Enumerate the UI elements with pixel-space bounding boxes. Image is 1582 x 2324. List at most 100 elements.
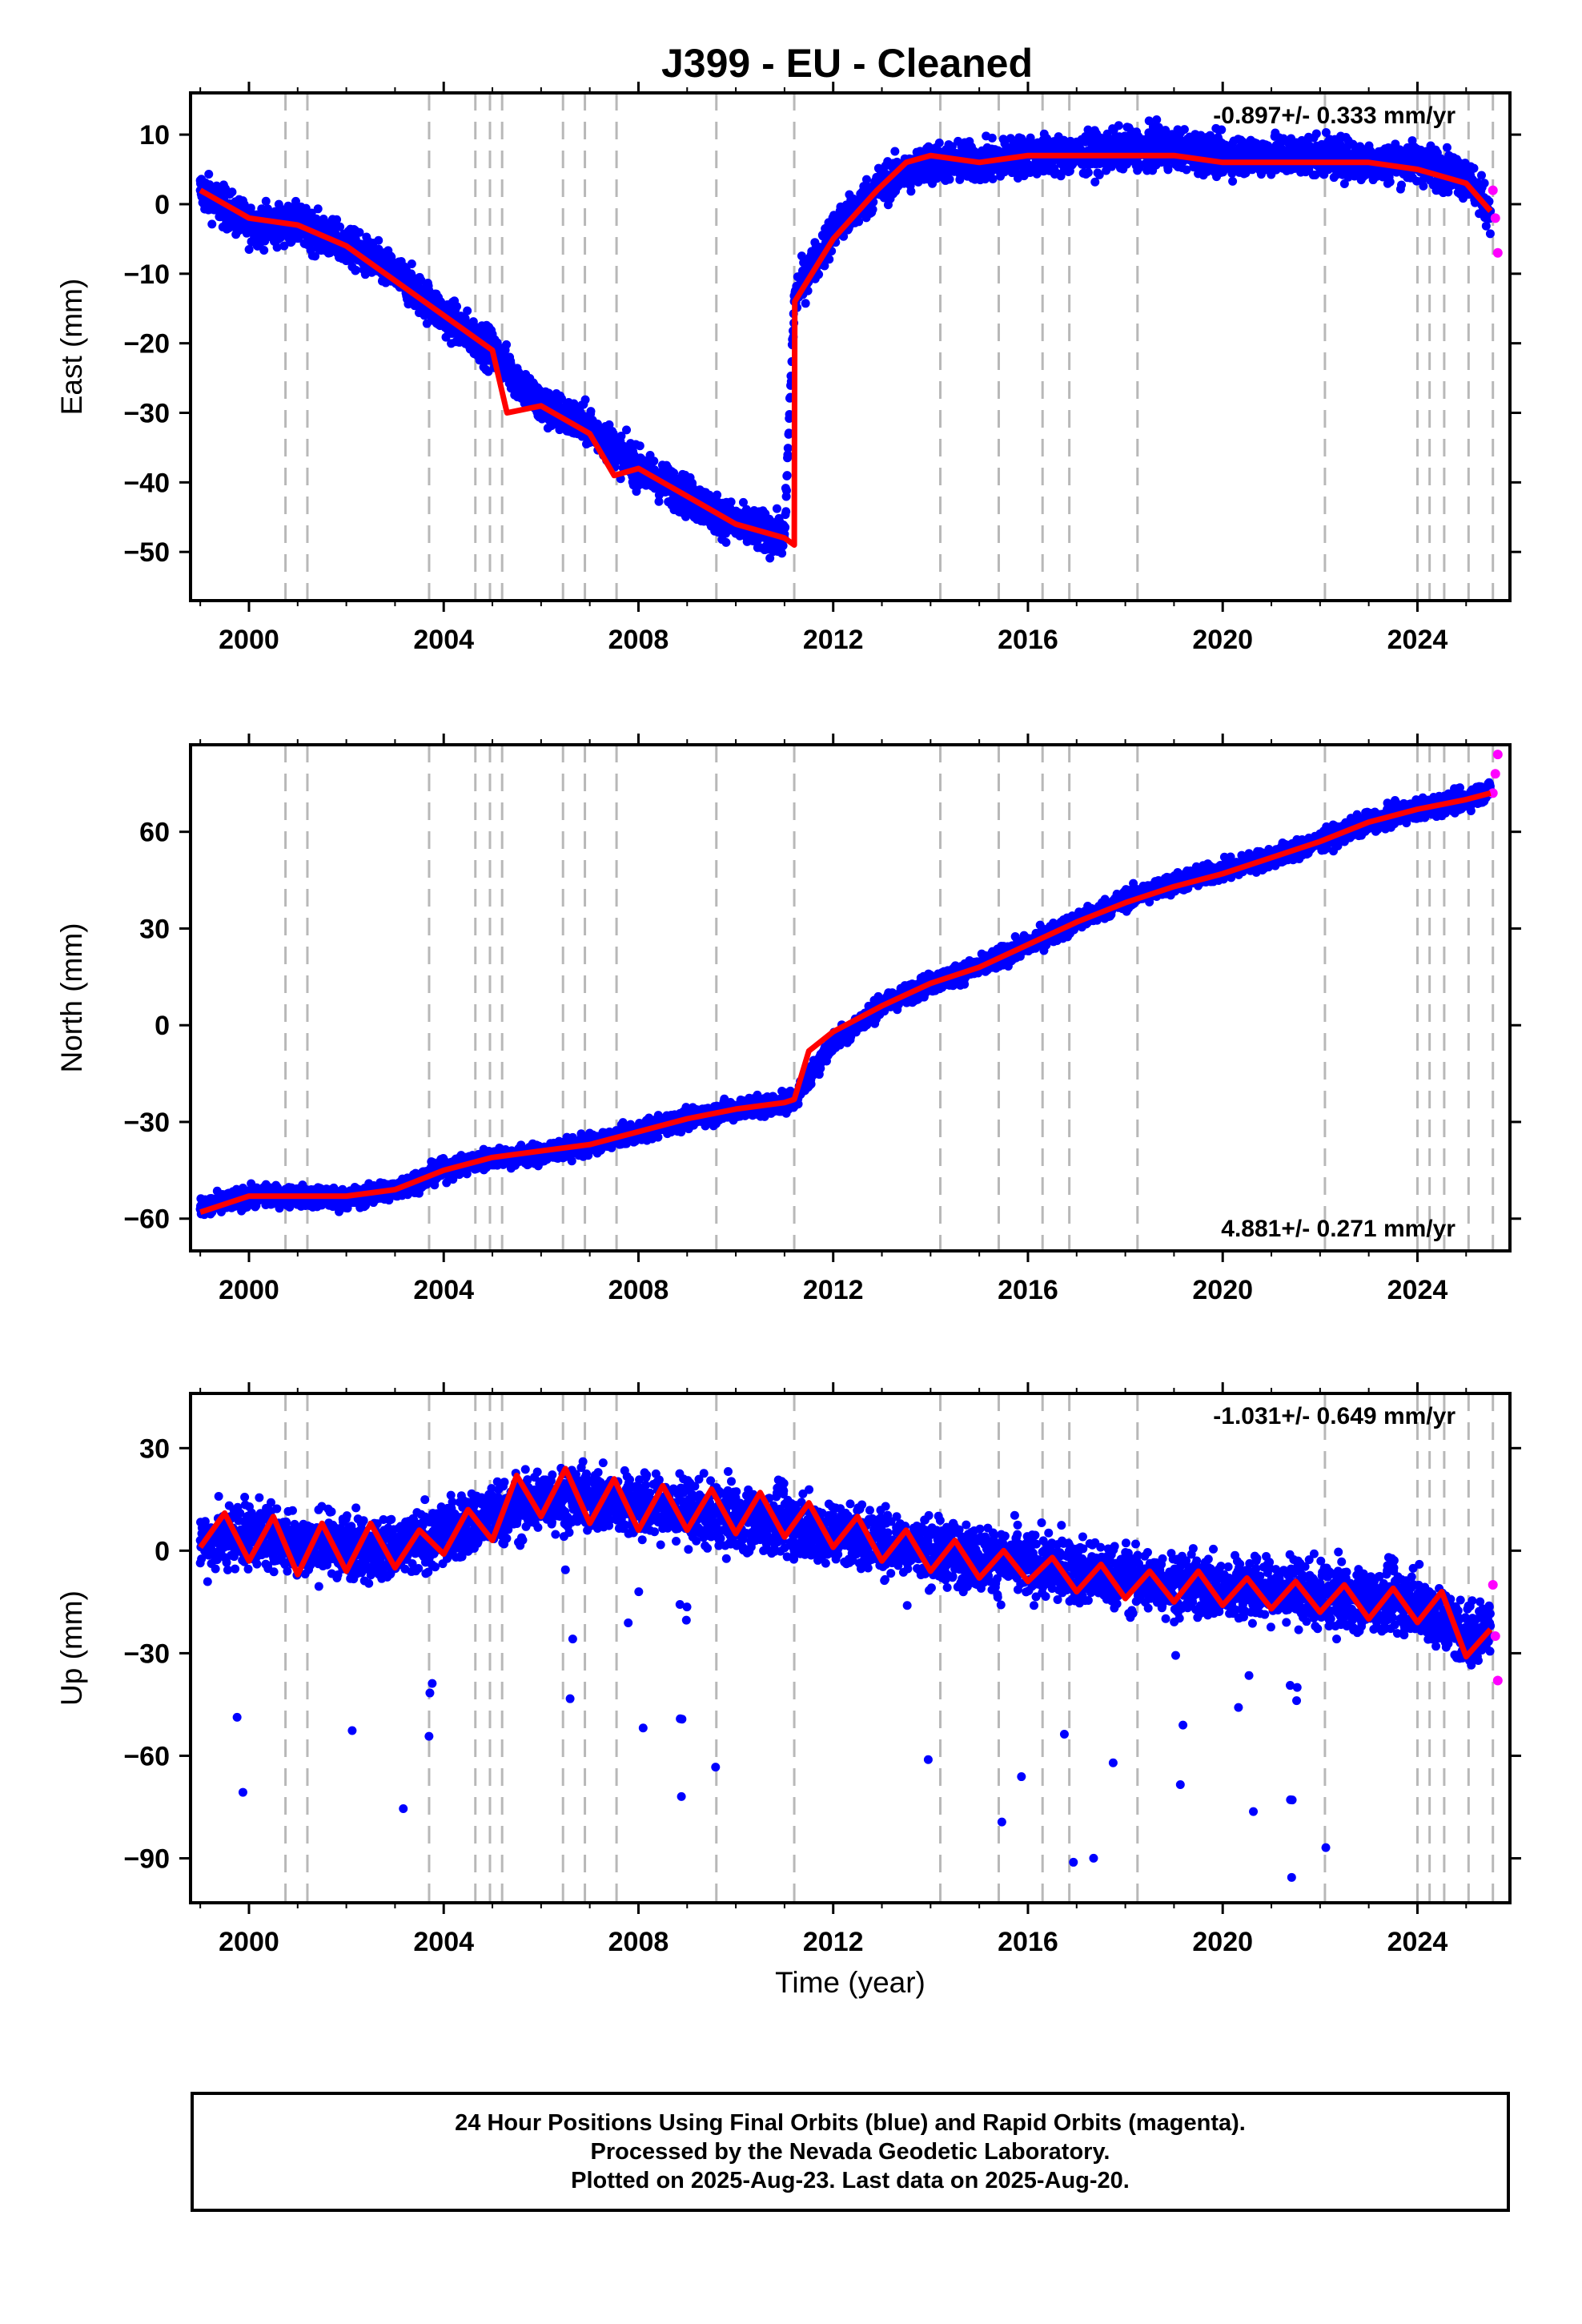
y-tick-label: −30 bbox=[123, 399, 170, 429]
data-point bbox=[272, 243, 282, 252]
chart-title: J399 - EU - Cleaned bbox=[661, 41, 1033, 86]
data-point bbox=[738, 497, 748, 507]
data-point bbox=[261, 196, 271, 206]
data-point bbox=[1114, 121, 1123, 131]
data-point bbox=[1163, 165, 1173, 175]
y-tick-label: −50 bbox=[123, 537, 170, 568]
data-point bbox=[854, 217, 864, 227]
data-point bbox=[781, 507, 791, 517]
x-tick-label: 2004 bbox=[413, 625, 474, 655]
data-point bbox=[947, 142, 957, 151]
data-point bbox=[1480, 179, 1489, 188]
data-point bbox=[1228, 176, 1238, 186]
y-tick-label: 0 bbox=[155, 190, 170, 220]
data-point bbox=[227, 187, 237, 197]
data-point bbox=[772, 504, 781, 513]
x-tick-label: 2008 bbox=[608, 625, 669, 655]
final-orbit-point bbox=[1267, 151, 1276, 160]
data-point bbox=[781, 522, 790, 532]
final-orbit-point bbox=[1169, 143, 1178, 153]
data-point bbox=[207, 219, 217, 229]
data-point bbox=[416, 275, 426, 285]
data-point bbox=[279, 241, 289, 251]
data-point bbox=[1083, 167, 1093, 177]
data-point bbox=[463, 306, 472, 316]
data-point bbox=[825, 255, 834, 264]
y-axis-label: East (mm) bbox=[55, 279, 88, 416]
data-point bbox=[1152, 115, 1162, 124]
final-orbit-point bbox=[1218, 151, 1227, 160]
data-point bbox=[820, 261, 829, 271]
data-point bbox=[586, 407, 596, 416]
data-point bbox=[1179, 125, 1189, 135]
data-point bbox=[259, 245, 269, 255]
data-point bbox=[246, 203, 255, 213]
data-point bbox=[778, 541, 788, 550]
data-point bbox=[781, 486, 791, 496]
rapid-orbit-point bbox=[1490, 213, 1500, 223]
data-point bbox=[934, 138, 944, 147]
x-tick-label: 2016 bbox=[998, 625, 1058, 655]
data-point bbox=[332, 215, 342, 224]
rapid-orbit-point bbox=[1492, 247, 1503, 258]
data-point bbox=[616, 432, 626, 441]
data-layer-east bbox=[195, 115, 1503, 563]
data-point bbox=[1419, 181, 1428, 191]
x-tick-label: 2024 bbox=[1387, 625, 1448, 655]
data-point bbox=[1182, 165, 1191, 175]
data-point bbox=[890, 147, 900, 156]
panel-east: 2000 2004 2008 2012 2016 2020 2024100−10−20−30… bbox=[55, 82, 1521, 655]
final-orbit-point bbox=[244, 220, 254, 230]
data-point bbox=[777, 549, 787, 558]
final-orbit-point bbox=[1315, 151, 1325, 160]
data-point bbox=[1090, 177, 1100, 187]
data-point bbox=[654, 497, 664, 506]
data-point bbox=[204, 170, 214, 179]
y-tick-label: 10 bbox=[139, 120, 170, 151]
final-orbit-point bbox=[926, 158, 935, 167]
x-tick-label: 2000 bbox=[219, 625, 279, 655]
data-point bbox=[765, 553, 775, 563]
data-point bbox=[311, 251, 320, 261]
data-point bbox=[355, 227, 364, 237]
y-tick-label: −20 bbox=[123, 329, 170, 360]
data-point bbox=[407, 259, 416, 268]
data-point bbox=[783, 444, 793, 453]
final-orbit-point bbox=[1121, 143, 1130, 153]
data-point bbox=[557, 394, 567, 404]
data-point bbox=[1311, 129, 1321, 139]
data-point bbox=[1469, 163, 1479, 173]
data-point bbox=[1442, 143, 1452, 152]
data-point bbox=[726, 497, 736, 507]
data-point bbox=[335, 222, 345, 231]
data-point bbox=[987, 133, 997, 143]
y-tick-label: −40 bbox=[123, 468, 170, 498]
data-point bbox=[351, 265, 361, 275]
rate-label: -0.897+/- 0.333 mm/yr bbox=[1213, 103, 1456, 129]
data-point bbox=[580, 395, 590, 404]
data-layer-north bbox=[195, 750, 1503, 1220]
data-point bbox=[502, 340, 512, 349]
data-point bbox=[1385, 177, 1395, 187]
data-point bbox=[313, 204, 323, 214]
data-point bbox=[291, 196, 300, 206]
data-point bbox=[988, 174, 998, 183]
data-point bbox=[374, 235, 383, 245]
data-point bbox=[721, 537, 731, 547]
data-point bbox=[1476, 171, 1486, 180]
data-point bbox=[814, 270, 824, 279]
panel-north: 2000 2004 2008 2012 2016 2020 202460300−30−60N… bbox=[55, 734, 1521, 1305]
data-point bbox=[452, 302, 462, 312]
data-point bbox=[861, 175, 871, 184]
data-point bbox=[1397, 180, 1407, 190]
data-point bbox=[945, 175, 954, 184]
final-orbit-point bbox=[1412, 158, 1422, 167]
data-point bbox=[1485, 229, 1495, 239]
data-point bbox=[784, 428, 793, 438]
data-point bbox=[649, 456, 659, 466]
data-point bbox=[244, 245, 254, 255]
data-point bbox=[784, 451, 793, 460]
rapid-orbit-point bbox=[1488, 185, 1498, 195]
x-tick-label: 2020 bbox=[1192, 625, 1253, 655]
data-point bbox=[713, 490, 722, 500]
